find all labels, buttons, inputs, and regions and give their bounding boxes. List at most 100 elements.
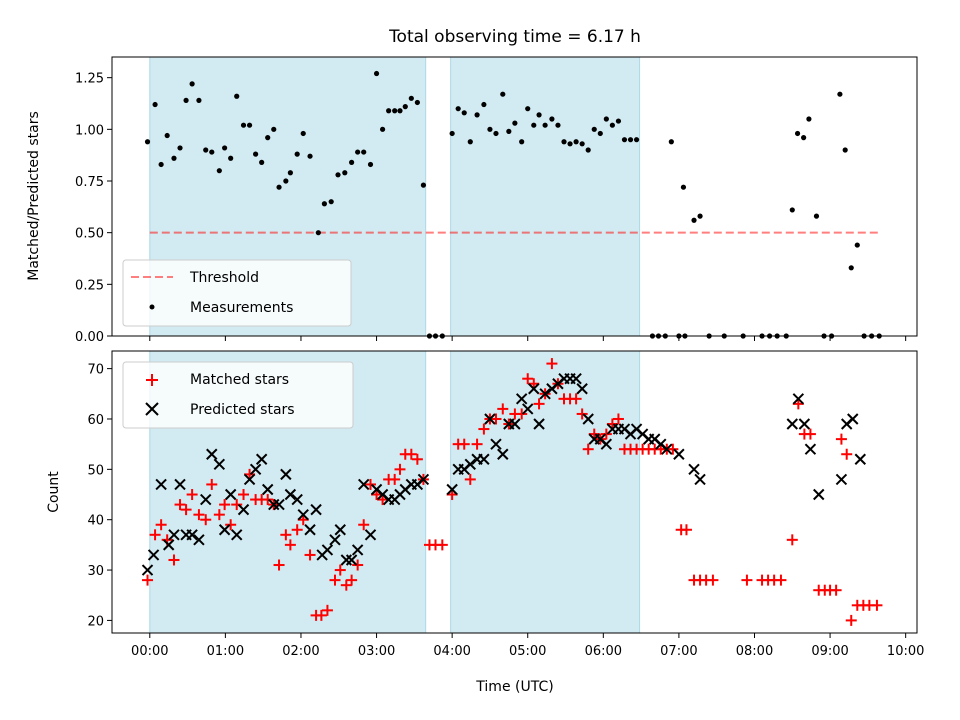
- x-tick-label: 07:00: [660, 644, 697, 659]
- matched-star-point: [405, 448, 417, 460]
- measurement-point: [697, 213, 703, 219]
- measurement-point: [283, 178, 289, 184]
- matched-star-point: [804, 428, 816, 440]
- predicted-legend-swatch: [145, 402, 159, 416]
- measurement-point: [806, 116, 812, 122]
- predicted-star-point: [334, 524, 346, 536]
- matched-star-point: [871, 599, 883, 611]
- matched-star-point: [458, 438, 470, 450]
- measurement-point: [158, 161, 164, 168]
- measurement-point: [373, 70, 380, 77]
- top-panel: Total observing time = 6.17 h 0.000.250.…: [26, 27, 918, 345]
- predicted-star-point: [206, 448, 218, 460]
- measurement-point: [216, 168, 222, 174]
- top-y-axis-label: Matched/Predicted stars: [26, 111, 42, 281]
- matched-star-point: [786, 534, 798, 546]
- measurement-point: [183, 97, 189, 103]
- matched-star-point: [340, 579, 352, 591]
- predicted-star-point: [297, 508, 309, 521]
- predicted-star-point: [813, 488, 825, 501]
- measurement-point: [531, 122, 537, 128]
- measurement-point: [680, 184, 687, 190]
- measurement-point: [335, 172, 341, 178]
- measurement-point: [519, 139, 525, 145]
- predicted-star-point: [321, 544, 334, 556]
- predicted-star-point: [673, 448, 685, 460]
- predicted-star-point: [484, 413, 496, 425]
- measurement-point: [591, 126, 597, 132]
- measurement-point: [621, 137, 628, 143]
- predicted-star-point: [694, 473, 706, 486]
- measurements-legend-swatch: [149, 304, 155, 310]
- predicted-star-point: [364, 529, 377, 541]
- predicted-star-point: [291, 493, 303, 506]
- predicted-star-point: [310, 503, 322, 516]
- predicted-star-point: [218, 524, 231, 536]
- matched-star-point: [497, 403, 509, 415]
- matched-star-point: [200, 514, 212, 526]
- y-tick-label: 20: [87, 614, 104, 629]
- matched-star-point: [231, 499, 243, 511]
- matched-star-point: [522, 373, 534, 385]
- matched-star-point: [365, 478, 377, 490]
- measurement-point: [228, 155, 234, 161]
- predicted-star-point: [193, 534, 205, 546]
- matched-star-point: [304, 549, 316, 561]
- measurement-point: [481, 101, 487, 108]
- matched-star-point: [149, 529, 161, 541]
- predicted-star-point: [522, 403, 534, 415]
- measurement-point: [408, 95, 414, 101]
- predicted-star-point: [600, 438, 613, 450]
- top-panel-title: Total observing time = 6.17 h: [388, 27, 641, 47]
- measurement-point: [573, 139, 579, 145]
- predicted-star-point: [243, 473, 256, 486]
- measurement-point: [455, 106, 461, 112]
- measurement-point: [794, 130, 801, 137]
- predicted-star-point: [515, 393, 528, 405]
- predicted-star-point: [304, 524, 316, 536]
- x-tick-label: 10:00: [887, 644, 924, 659]
- measurement-point: [420, 182, 427, 188]
- measurements-legend-label: Measurements: [190, 300, 293, 316]
- matched-star-point: [168, 554, 180, 566]
- predicted-star-point: [249, 463, 262, 476]
- x-tick-label: 04:00: [433, 644, 470, 659]
- measurement-point: [414, 99, 420, 106]
- matched-star-point: [830, 584, 842, 596]
- predicted-star-point: [792, 393, 805, 405]
- bottom-legend: Matched stars Predicted stars: [122, 361, 354, 429]
- predicted-star-point: [847, 413, 859, 425]
- measurement-point: [597, 130, 603, 137]
- measurement-point: [633, 137, 640, 143]
- measurement-point: [240, 122, 247, 128]
- measurement-point: [467, 139, 473, 145]
- matched-star-point: [411, 453, 423, 465]
- bottom-y-ticks: 20 30 40 50 60 70: [87, 363, 112, 629]
- measurement-point: [567, 141, 573, 147]
- top-legend-box: [122, 259, 352, 327]
- measurement-point: [627, 137, 634, 143]
- bottom-plot-frame: [111, 350, 918, 634]
- matched-star-point: [284, 539, 296, 551]
- predicted-star-point: [661, 443, 673, 455]
- matched-star-point: [238, 489, 250, 501]
- matched-star-point: [291, 524, 303, 536]
- y-tick-label: 0.25: [75, 278, 104, 293]
- y-tick-label: 1.00: [75, 123, 104, 138]
- measurement-point: [813, 213, 820, 219]
- matched-star-point: [315, 609, 327, 621]
- predicted-stars-points: [141, 372, 867, 576]
- top-plot-frame: [111, 56, 918, 337]
- matched-star-point: [546, 358, 558, 370]
- measurement-point: [609, 122, 615, 128]
- predicted-star-point: [509, 418, 521, 430]
- y-tick-label: 0.00: [75, 330, 104, 345]
- measurement-point: [500, 91, 506, 97]
- matched-star-point: [707, 574, 719, 586]
- threshold-legend-label: Threshold: [189, 270, 259, 286]
- measurement-point: [386, 108, 392, 114]
- predicted-star-point: [688, 463, 700, 476]
- measurement-point: [506, 128, 512, 134]
- matched-star-point: [334, 564, 346, 576]
- predicted-star-point: [224, 488, 237, 501]
